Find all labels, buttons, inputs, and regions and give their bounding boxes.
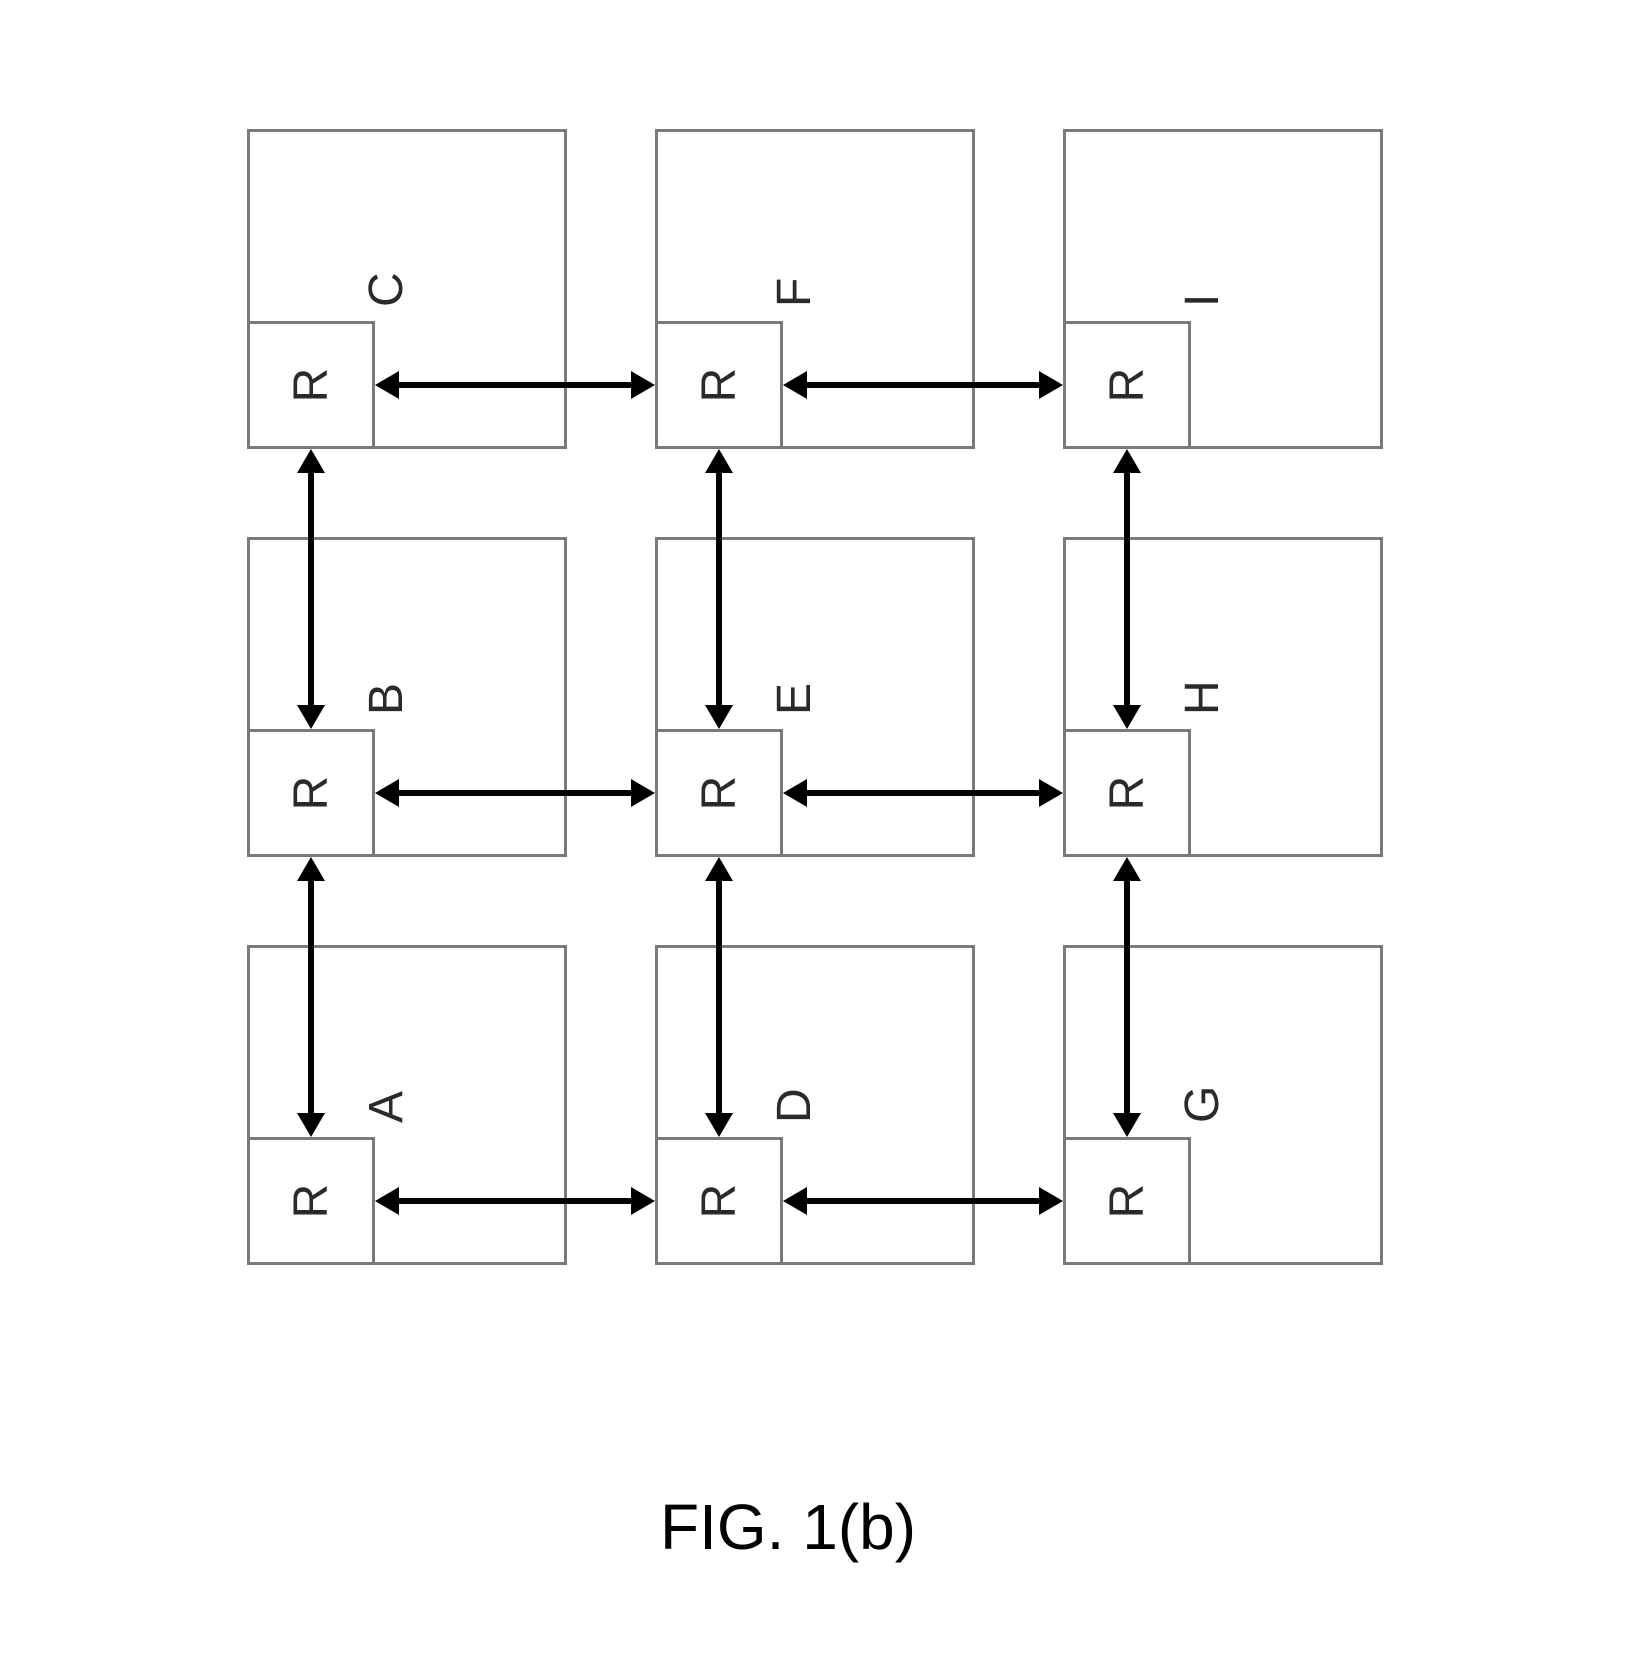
arrowhead-icon [297,705,325,729]
router-label-A: R [284,1184,339,1219]
arrowhead-icon [1113,1113,1141,1137]
arrowhead-icon [705,1113,733,1137]
edge-D-E [716,881,722,1113]
router-F: R [655,321,783,449]
tile-label-G: G [1175,1086,1230,1123]
arrowhead-icon [375,1187,399,1215]
tile-label-B: B [359,683,414,715]
tile-label-I: I [1175,294,1230,307]
arrowhead-icon [1113,705,1141,729]
edge-A-D [399,1198,631,1204]
tile-label-A: A [359,1091,414,1123]
tile-label-C: C [359,272,414,307]
tile-label-F: F [767,278,822,307]
arrowhead-icon [297,1113,325,1137]
arrowhead-icon [705,449,733,473]
router-D: R [655,1137,783,1265]
router-B: R [247,729,375,857]
arrowhead-icon [705,705,733,729]
router-G: R [1063,1137,1191,1265]
router-label-G: R [1100,1184,1155,1219]
tile-label-H: H [1175,680,1230,715]
router-C: R [247,321,375,449]
router-label-F: R [692,368,747,403]
router-label-D: R [692,1184,747,1219]
tile-label-D: D [767,1088,822,1123]
tile-label-E: E [767,683,822,715]
router-E: R [655,729,783,857]
edge-D-G [807,1198,1039,1204]
arrowhead-icon [297,449,325,473]
router-A: R [247,1137,375,1265]
edge-H-I [1124,473,1130,705]
router-label-B: R [284,776,339,811]
arrowhead-icon [1039,371,1063,399]
arrowhead-icon [1113,857,1141,881]
arrowhead-icon [783,371,807,399]
router-H: R [1063,729,1191,857]
arrowhead-icon [783,779,807,807]
edge-C-F [399,382,631,388]
edge-A-B [308,881,314,1113]
arrowhead-icon [783,1187,807,1215]
edge-F-I [807,382,1039,388]
arrowhead-icon [631,779,655,807]
diagram-stage: R A R B R C R D R E R F R G R H R I [217,95,1417,1295]
arrowhead-icon [705,857,733,881]
arrowhead-icon [375,371,399,399]
edge-E-F [716,473,722,705]
router-label-H: R [1100,776,1155,811]
arrowhead-icon [631,371,655,399]
figure-caption: FIG. 1(b) [660,1490,916,1564]
edge-B-E [399,790,631,796]
arrowhead-icon [297,857,325,881]
router-I: R [1063,321,1191,449]
router-label-E: R [692,776,747,811]
arrowhead-icon [1039,1187,1063,1215]
figure-canvas: R A R B R C R D R E R F R G R H R I FIG. 1(b) [0,0,1634,1677]
arrowhead-icon [1039,779,1063,807]
router-label-C: R [284,368,339,403]
arrowhead-icon [1113,449,1141,473]
edge-B-C [308,473,314,705]
arrowhead-icon [631,1187,655,1215]
router-label-I: R [1100,368,1155,403]
arrowhead-icon [375,779,399,807]
edge-G-H [1124,881,1130,1113]
edge-E-H [807,790,1039,796]
